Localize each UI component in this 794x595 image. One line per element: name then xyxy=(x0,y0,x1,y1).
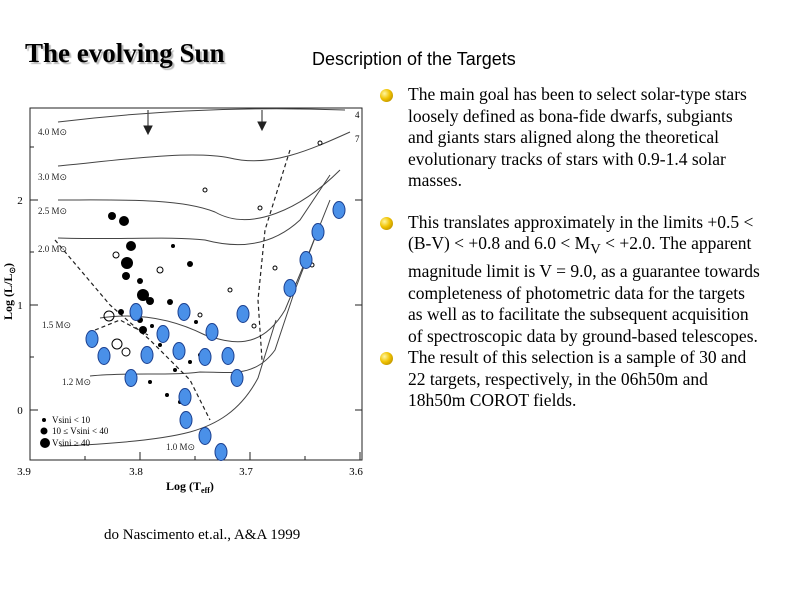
bullet-list: The main goal has been to select solar-t… xyxy=(380,84,760,412)
x-axis-ticks xyxy=(29,452,361,460)
bullet-text: The main goal has been to select solar-t… xyxy=(408,84,747,190)
slide-title: The evolving Sun xyxy=(25,38,225,68)
zams-line xyxy=(54,149,291,421)
target-star-marker xyxy=(124,369,138,387)
bullet-item: The main goal has been to select solar-t… xyxy=(380,84,760,192)
bullet-dot-icon xyxy=(380,216,393,230)
x-tick-label: 3.8 xyxy=(129,466,143,478)
y-tick-label: 1 xyxy=(17,300,23,312)
mass-label: 1.5 M⊙ xyxy=(42,320,71,330)
target-star-marker xyxy=(97,347,111,365)
target-stars xyxy=(85,201,346,461)
target-star-marker xyxy=(214,443,228,461)
legend-label: Vsini ≥ 40 xyxy=(52,438,90,448)
target-star-marker xyxy=(179,411,193,429)
y-tick-label: 0 xyxy=(17,405,23,417)
legend-label: Vsini < 10 xyxy=(52,415,91,425)
target-star-marker xyxy=(311,223,325,241)
target-star-marker xyxy=(140,346,154,364)
slide-subtitle: Description of the Targets xyxy=(312,49,516,69)
target-star-marker xyxy=(85,330,99,348)
hr-diagram-figure: 3.9 3.8 3.7 3.6 0 1 2 Log (Teff) Log (L/… xyxy=(1,107,363,495)
target-star-marker xyxy=(129,303,143,321)
x-tick-label: 3.9 xyxy=(17,466,31,478)
mass-label: 4.0 M⊙ xyxy=(38,127,67,137)
bullet-dot-icon xyxy=(380,89,393,102)
target-star-marker xyxy=(205,323,219,341)
target-star-marker xyxy=(156,325,170,343)
target-star-marker xyxy=(332,201,346,219)
mass-label: 2.5 M⊙ xyxy=(38,206,67,216)
x-axis-label: Log (Teff) xyxy=(166,479,214,495)
mass-label: 1.2 M⊙ xyxy=(62,377,91,387)
bullet-item: This translates approximately in the lim… xyxy=(380,212,760,348)
target-star-marker xyxy=(198,427,212,445)
bullet-item: The result of this selection is a sample… xyxy=(380,347,760,412)
legend-marker-small xyxy=(42,418,46,422)
plot-frame xyxy=(29,107,363,461)
mass-label: 2.0 M⊙ xyxy=(38,244,67,254)
target-star-marker xyxy=(177,303,191,321)
target-star-marker xyxy=(172,342,186,360)
target-star-marker xyxy=(221,347,235,365)
mass-label: 3.0 M⊙ xyxy=(38,172,67,182)
y-axis-ticks xyxy=(30,146,362,411)
target-star-marker xyxy=(299,251,313,269)
legend-marker-large xyxy=(40,438,50,448)
target-star-marker xyxy=(198,348,212,366)
track-end-label: 4 xyxy=(355,110,360,120)
bullet-dot-icon xyxy=(380,352,393,365)
target-star-marker xyxy=(283,279,297,297)
mass-label: 1.0 M⊙ xyxy=(166,442,195,452)
target-star-marker xyxy=(230,369,244,387)
legend-marker-medium xyxy=(40,427,48,435)
x-tick-label: 3.7 xyxy=(239,466,253,478)
y-axis-label: Log (L/L⊙) xyxy=(1,263,17,320)
mass-labels: 4.0 M⊙ 3.0 M⊙ 2.5 M⊙ 2.0 M⊙ 1.5 M⊙ 1.2 M… xyxy=(38,127,195,452)
x-tick-label: 3.6 xyxy=(349,466,363,478)
target-star-marker xyxy=(178,388,192,406)
arrow-icon xyxy=(143,110,267,136)
target-star-marker xyxy=(236,305,250,323)
track-end-label: 7 xyxy=(355,134,360,144)
y-tick-label: 2 xyxy=(17,195,23,207)
legend: Vsini < 10 10 ≤ Vsini < 40 Vsini ≥ 40 xyxy=(40,415,109,448)
evolutionary-tracks xyxy=(57,108,351,447)
observed-stars xyxy=(108,212,202,404)
figure-caption: do Nascimento et.al., A&A 1999 xyxy=(104,527,301,543)
bullet-text: The result of this selection is a sample… xyxy=(408,347,747,410)
bullet-text: This translates approximately in the lim… xyxy=(408,211,760,346)
legend-label: 10 ≤ Vsini < 40 xyxy=(52,426,109,436)
